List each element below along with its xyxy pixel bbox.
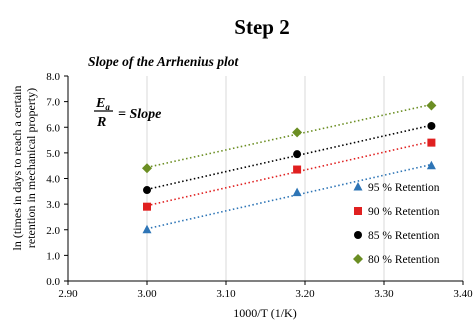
xlabel: 1000/T (1/K) — [233, 306, 296, 320]
x-tick-label: 3.40 — [453, 288, 473, 300]
data-point — [293, 165, 302, 174]
y-tick-label: 4.0 — [46, 174, 60, 186]
arrhenius-equation: Ea R = Slope — [94, 96, 161, 130]
trendline — [146, 163, 432, 230]
y-tick-label: 3.0 — [46, 199, 60, 211]
grid — [146, 76, 464, 281]
y-tick-label: 2.0 — [46, 225, 60, 237]
legend-label: 90 % Retention — [368, 206, 440, 218]
trendlines — [146, 103, 432, 230]
data-point — [142, 163, 152, 174]
data-point — [293, 150, 302, 159]
data-point — [142, 224, 152, 234]
data-point — [143, 186, 151, 195]
x-tick-label: 3.20 — [295, 288, 315, 300]
x-tick-label: 2.90 — [58, 288, 78, 300]
equation-numerator: Ea — [95, 96, 110, 112]
legend-marker — [353, 254, 363, 264]
legend-item: 95 % Retention — [353, 182, 440, 194]
data-point — [427, 138, 436, 147]
y-tick-label: 8.0 — [46, 71, 60, 83]
equation-rhs: = Slope — [118, 107, 161, 122]
legend-marker — [353, 182, 363, 191]
legend-label: 80 % Retention — [368, 254, 440, 266]
data-point — [427, 121, 436, 130]
tick-labels: 2.90 3.00 3.10 3.20 3.30 3.40 0.0 1.0 2.0 3.0 4.0 5… — [46, 71, 473, 300]
ylabel: ln (times in days to reach a certain ret… — [10, 86, 38, 251]
data-point — [292, 127, 303, 138]
y-tick-label: 6.0 — [46, 122, 60, 134]
legend-item: 85 % Retention — [354, 230, 440, 242]
legend-marker — [354, 231, 362, 239]
data-points — [142, 100, 437, 234]
x-tick-label: 3.30 — [374, 288, 394, 300]
chart-title: Slope of the Arrhenius plot — [88, 54, 240, 69]
y-tick-label: 0.0 — [46, 276, 60, 288]
legend-marker — [354, 207, 362, 215]
x-tick-label: 3.00 — [137, 288, 157, 300]
trendline — [146, 124, 432, 191]
data-point — [426, 100, 437, 111]
legend-label: 85 % Retention — [368, 230, 440, 242]
chart-heading: Step 2 — [234, 15, 289, 39]
y-tick-label: 5.0 — [46, 148, 60, 160]
ylabel-line-1: ln (times in days to reach a certain — [10, 86, 24, 251]
equation-numerator-letter: E — [95, 96, 105, 111]
y-tick-label: 7.0 — [46, 97, 60, 109]
legend-label: 95 % Retention — [368, 182, 440, 194]
data-point — [292, 187, 302, 197]
y-tick-label: 1.0 — [46, 250, 60, 262]
legend-item: 80 % Retention — [353, 254, 440, 266]
ylabel-line-2: retention in mechanical property) — [24, 88, 38, 248]
equation-numerator-subscript: a — [105, 102, 110, 112]
x-tick-label: 3.10 — [216, 288, 236, 300]
trendline — [146, 103, 432, 169]
data-point — [426, 160, 436, 170]
legend: 95 % Retention 90 % Retention 85 % Retenti… — [353, 182, 440, 266]
data-point — [143, 202, 151, 211]
axes — [64, 75, 464, 285]
legend-item: 90 % Retention — [354, 206, 440, 218]
equation-denominator: R — [96, 115, 106, 130]
trendline — [146, 140, 432, 207]
